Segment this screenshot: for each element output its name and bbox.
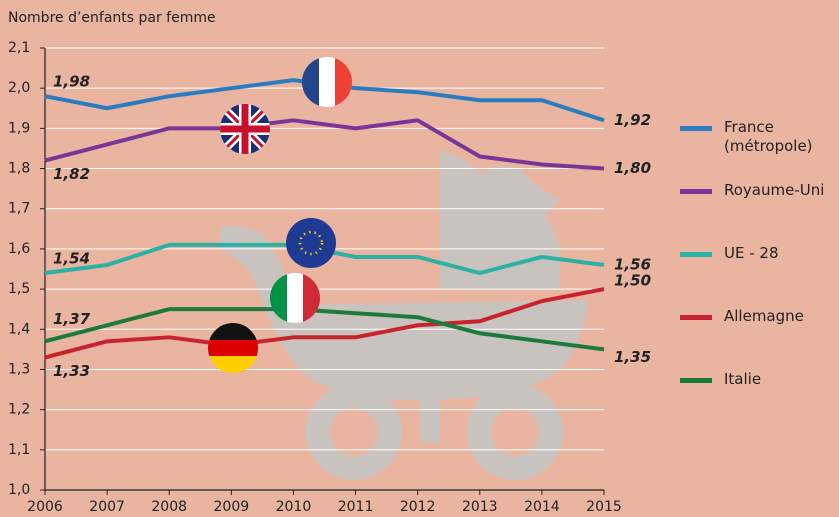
- y-tick-label: 1,8: [8, 161, 30, 177]
- x-tick-label: 2008: [151, 499, 187, 515]
- data-label: 1,92: [614, 111, 651, 129]
- legend-label: France (métropole): [724, 118, 834, 156]
- legend-swatch: [680, 378, 712, 383]
- legend-item: UE - 28: [680, 244, 834, 263]
- y-tick-label: 1,9: [8, 120, 30, 136]
- x-tick-label: 2012: [400, 499, 436, 515]
- y-tick-label: 1,1: [8, 442, 30, 458]
- data-label: 1,37: [53, 310, 91, 328]
- legend-item: Allemagne: [680, 307, 834, 326]
- legend-label: Allemagne: [724, 307, 834, 326]
- x-tick-label: 2013: [462, 499, 498, 515]
- y-tick-label: 1,4: [8, 321, 30, 337]
- legend-item: France (métropole): [680, 118, 834, 156]
- y-axis-title: Nombre d’enfants par femme: [8, 10, 216, 26]
- data-label: 1,33: [53, 362, 90, 380]
- y-tick-label: 2,0: [8, 80, 30, 96]
- y-tick-label: 1,7: [8, 201, 30, 217]
- legend-item: Italie: [680, 370, 834, 389]
- x-tick-label: 2009: [214, 499, 250, 515]
- y-tick-label: 2,1: [8, 40, 30, 56]
- y-tick-label: 1,2: [8, 402, 30, 418]
- series-line: [45, 120, 604, 168]
- legend-swatch: [680, 315, 712, 320]
- x-tick-label: 2014: [524, 499, 560, 515]
- data-label: 1,54: [53, 250, 90, 268]
- x-tick-label: 2006: [27, 499, 63, 515]
- page: Nombre d’enfants par femme 1,0 1,1 1,2 1,3 1…: [0, 0, 839, 517]
- y-tick-label: 1,5: [8, 281, 30, 297]
- y-tick-label: 1,6: [8, 241, 30, 257]
- legend-item: Royaume-Uni: [680, 181, 834, 200]
- legend-label: Royaume-Uni: [724, 181, 834, 200]
- legend-label: Italie: [724, 370, 834, 389]
- flag-eu: [286, 218, 336, 268]
- x-tick-label: 2010: [276, 499, 312, 515]
- x-tick-label: 2007: [89, 499, 125, 515]
- legend-swatch: [680, 252, 712, 257]
- legend-swatch: [680, 126, 712, 131]
- data-label: 1,82: [53, 165, 90, 183]
- x-tick-label: 2011: [338, 499, 374, 515]
- data-label: 1,98: [53, 73, 90, 91]
- legend-swatch: [680, 189, 712, 194]
- data-label: 1,35: [614, 348, 651, 366]
- flag-france: [302, 57, 352, 107]
- x-tick-label: 2015: [586, 499, 622, 515]
- flag-germany: [208, 323, 258, 373]
- y-tick-label: 1,0: [8, 482, 30, 498]
- data-label: 1,50: [614, 272, 651, 290]
- data-label: 1,80: [614, 159, 651, 177]
- flag-uk: [220, 104, 270, 154]
- legend-label: UE - 28: [724, 244, 834, 263]
- y-tick-label: 1,3: [8, 361, 30, 377]
- flag-italy: [270, 273, 320, 323]
